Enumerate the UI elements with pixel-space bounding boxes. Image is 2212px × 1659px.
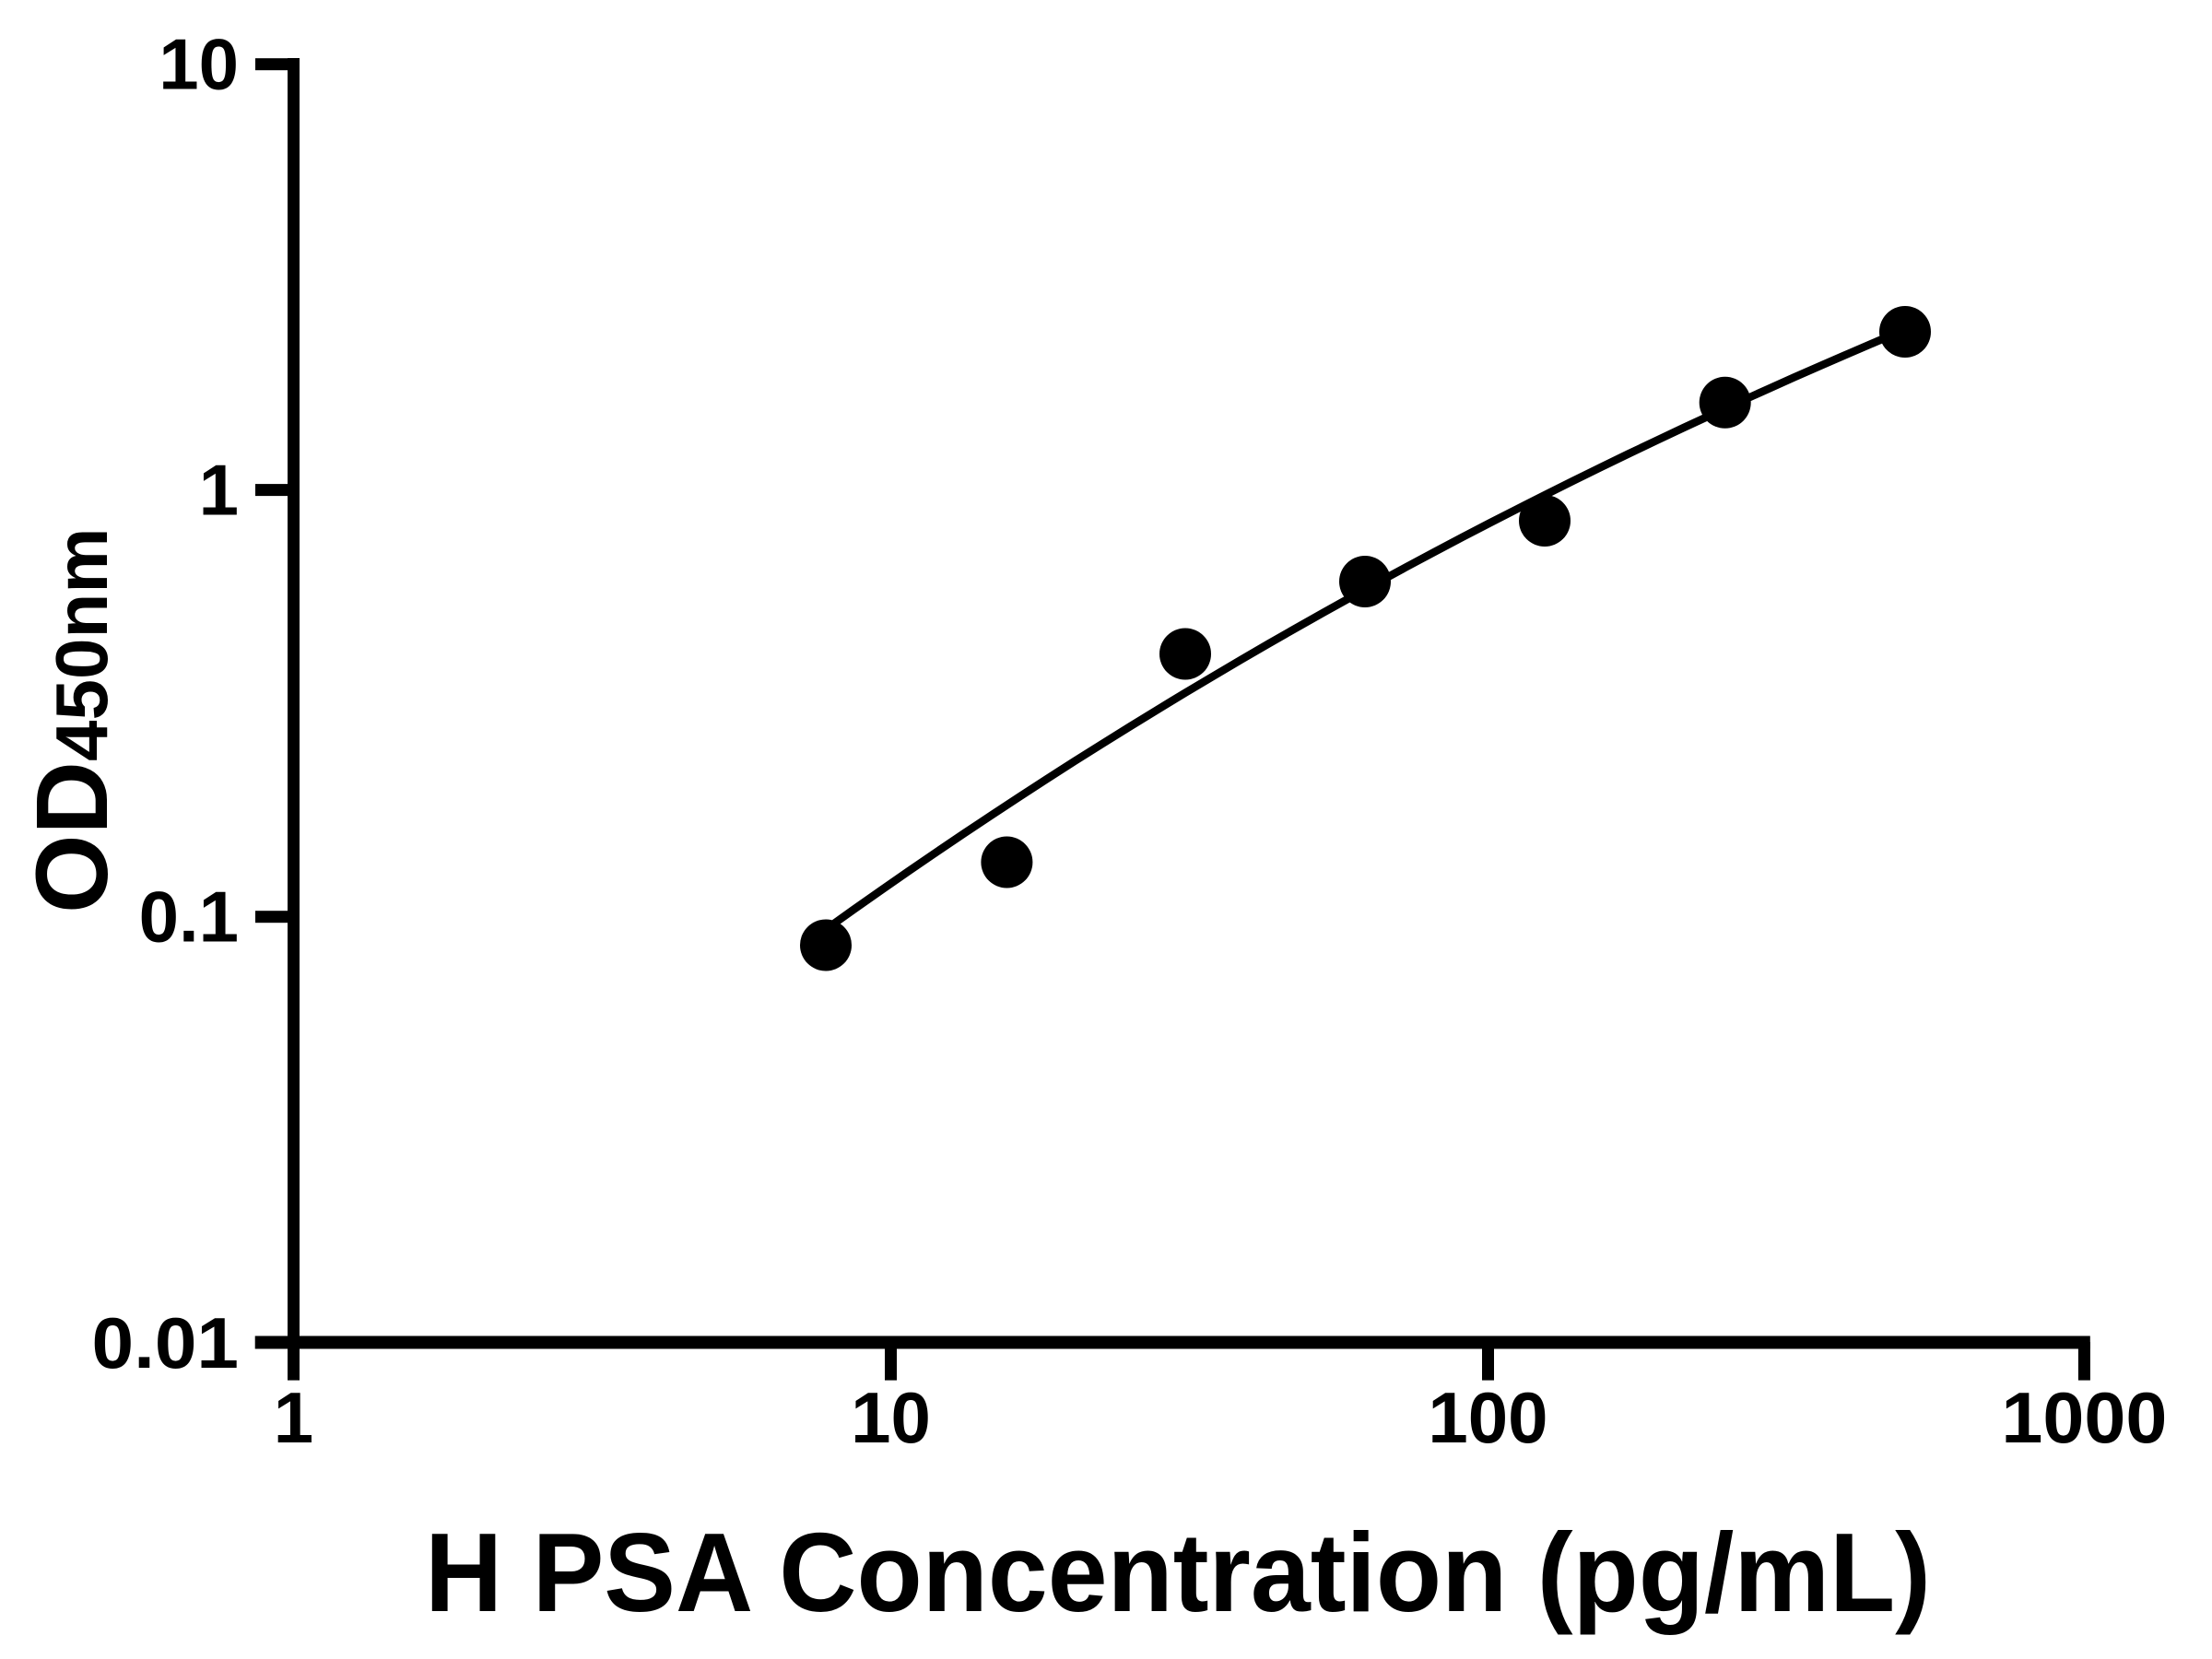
svg-text:10: 10 <box>159 24 239 105</box>
svg-text:0.01: 0.01 <box>92 1302 240 1383</box>
svg-text:1: 1 <box>199 450 239 531</box>
svg-text:1: 1 <box>274 1377 313 1458</box>
svg-text:1000: 1000 <box>2001 1377 2167 1458</box>
svg-text:H PSA Concentration (pg/mL): H PSA Concentration (pg/mL) <box>425 1510 1931 1635</box>
svg-text:OD450nm: OD450nm <box>16 528 129 913</box>
svg-text:10: 10 <box>851 1377 931 1458</box>
svg-text:100: 100 <box>1428 1377 1547 1458</box>
svg-text:0.1: 0.1 <box>139 877 239 958</box>
